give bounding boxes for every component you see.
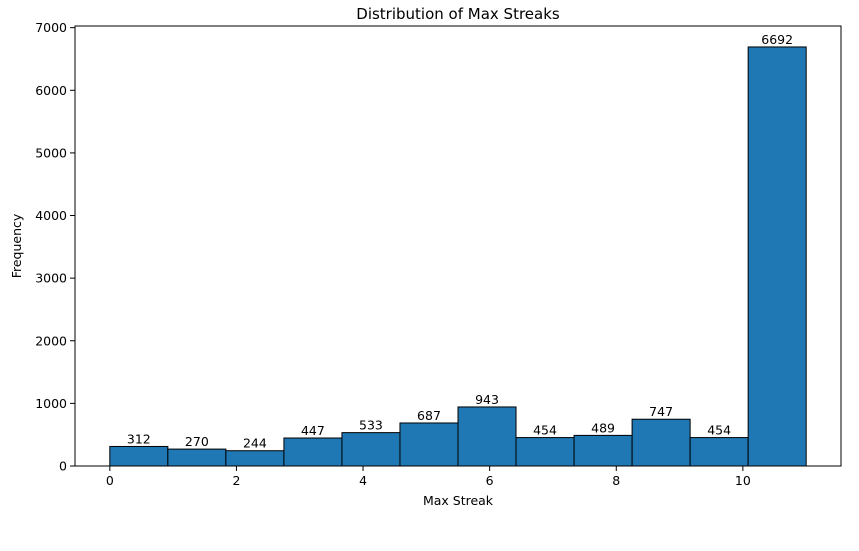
bar-value-label: 454 bbox=[707, 423, 731, 438]
x-axis-ticks: 0 2 4 6 8 10 bbox=[106, 466, 751, 488]
histogram-bar bbox=[515, 437, 575, 467]
y-tick-label: 6000 bbox=[35, 83, 67, 98]
x-tick-label: 0 bbox=[106, 473, 114, 488]
histogram-bar bbox=[457, 406, 517, 467]
histogram-bar bbox=[747, 46, 807, 467]
bar-value-label: 533 bbox=[359, 418, 383, 433]
chart-title: Distribution of Max Streaks bbox=[356, 5, 560, 23]
y-tick-label: 1000 bbox=[35, 396, 67, 411]
y-tick-label: 7000 bbox=[35, 20, 67, 35]
histogram-bar bbox=[341, 432, 401, 467]
histogram-bar bbox=[225, 450, 285, 467]
bar-value-label: 447 bbox=[301, 423, 325, 438]
histogram-bar bbox=[399, 422, 459, 467]
bar-value-label: 687 bbox=[417, 408, 441, 423]
x-tick-label: 10 bbox=[735, 473, 751, 488]
y-tick-label: 5000 bbox=[35, 145, 67, 160]
data-labels-layer: 312 270 244 447 533 687 943 454 489 747 454 6692 bbox=[127, 32, 793, 451]
bar-value-label: 270 bbox=[185, 434, 209, 449]
x-tick-label: 8 bbox=[612, 473, 620, 488]
bar-value-label: 244 bbox=[243, 436, 267, 451]
y-tick-label: 0 bbox=[59, 459, 67, 474]
bars-layer bbox=[109, 46, 807, 467]
y-tick-label: 4000 bbox=[35, 208, 67, 223]
x-axis-label: Max Streak bbox=[423, 493, 494, 508]
y-tick-label: 3000 bbox=[35, 271, 67, 286]
histogram-bar bbox=[689, 437, 749, 467]
histogram-bar bbox=[573, 434, 633, 467]
histogram-bar bbox=[631, 418, 691, 467]
x-tick-label: 2 bbox=[232, 473, 240, 488]
bar-value-label: 747 bbox=[649, 404, 673, 419]
y-tick-label: 2000 bbox=[35, 333, 67, 348]
x-tick-label: 4 bbox=[359, 473, 367, 488]
bar-value-label: 312 bbox=[127, 431, 151, 446]
x-tick-label: 6 bbox=[486, 473, 494, 488]
histogram-bar bbox=[167, 448, 227, 467]
plot-frame bbox=[74, 25, 842, 467]
bar-value-label: 454 bbox=[533, 423, 557, 438]
bar-value-label: 489 bbox=[591, 420, 615, 435]
bar-value-label: 943 bbox=[475, 392, 499, 407]
histogram-bar bbox=[109, 445, 169, 467]
y-axis-label: Frequency bbox=[9, 213, 24, 278]
y-axis-ticks: 0 1000 2000 3000 4000 5000 6000 7000 bbox=[35, 20, 75, 474]
histogram-bar bbox=[283, 437, 343, 467]
bar-value-label: 6692 bbox=[761, 32, 793, 47]
